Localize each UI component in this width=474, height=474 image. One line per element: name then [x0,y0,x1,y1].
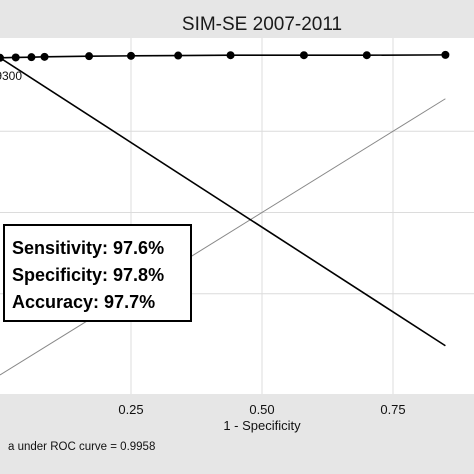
x-tick-label-0: 0.25 [118,402,143,417]
plot-area [0,38,474,394]
x-axis-label: 1 - Specificity [223,418,301,433]
auc-footnote: a under ROC curve = 0.9958 [8,441,155,453]
x-tick-label-1: 0.50 [249,402,274,417]
chart-title: SIM-SE 2007-2011 [182,14,342,35]
x-tick-label-2: 0.75 [380,402,405,417]
accuracy-stat: Accuracy: 97.7% [12,292,155,312]
diagonal-reference-line [0,98,446,376]
x-tick-labels: 0.25 0.50 0.75 [118,402,405,417]
roc-point-9 [362,51,371,60]
specificity-stat: Specificity: 97.8% [12,265,164,285]
stats-box: Sensitivity: 97.6% Specificity: 97.8% Ac… [3,224,192,322]
stats-box-frame [3,224,192,322]
roc-point-8 [299,51,308,60]
sensitivity-stat: Sensitivity: 97.6% [12,238,164,258]
roc-point-7 [226,51,235,60]
roc-point-6 [174,51,183,60]
roc-point-5 [127,51,135,60]
roc-point-3 [40,52,49,61]
cutpoint-label: .9300 [0,69,22,83]
roc-point-1 [11,53,20,62]
sensitivity-curve-line [0,57,446,347]
roc-point-10 [441,50,450,59]
roc-point-4 [85,52,94,61]
roc-point-2 [27,53,36,62]
series-layer [0,50,450,376]
